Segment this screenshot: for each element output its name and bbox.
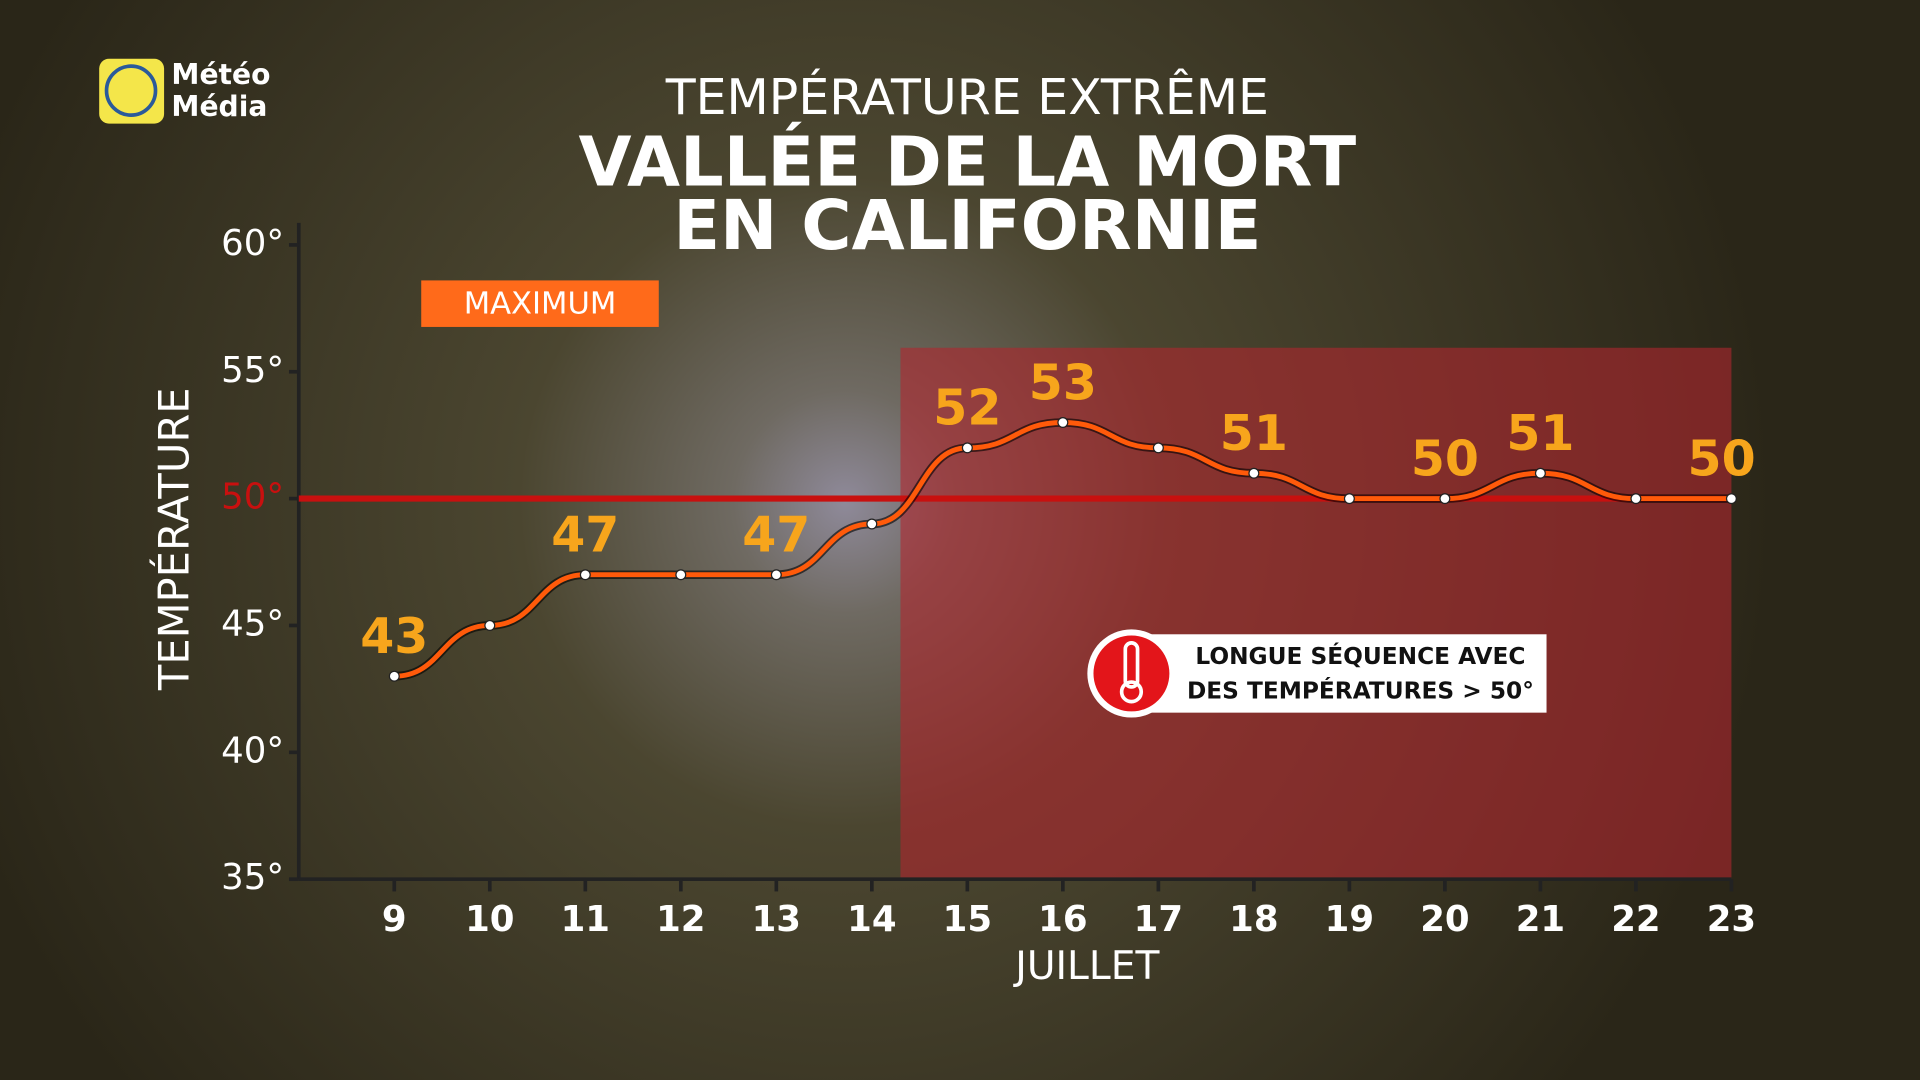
annotation-icon: [1093, 635, 1170, 712]
chart-subtitle: VALLÉE DE LA MORT: [579, 121, 1357, 203]
data-label: 50: [1411, 430, 1479, 487]
point: [770, 569, 782, 581]
logo: Météo Média: [99, 58, 270, 124]
data-label: 47: [742, 506, 810, 563]
point: [1534, 467, 1546, 479]
x-tick-label: 13: [752, 899, 801, 940]
x-tick-label: 21: [1516, 899, 1565, 940]
point: [866, 518, 878, 530]
x-tick-label: 17: [1134, 899, 1183, 940]
legend-label: MAXIMUM: [464, 286, 617, 321]
data-label: 47: [551, 506, 619, 563]
point: [961, 442, 973, 454]
x-tick-label: 10: [465, 899, 514, 940]
thermometer: [1123, 641, 1140, 689]
y-tick-label: 45°: [221, 603, 284, 644]
point: [675, 569, 687, 581]
chart-title: TEMPÉRATURE EXTRÊME: [665, 67, 1269, 126]
y-axis-title: TEMPÉRATURE: [150, 387, 199, 691]
point: [1439, 493, 1451, 505]
y-tick-label: 55°: [221, 350, 284, 391]
x-tick-label: 20: [1420, 899, 1469, 940]
y-tick-label: 60°: [221, 223, 284, 264]
y-tick-label: 35°: [221, 857, 284, 898]
point: [1152, 442, 1164, 454]
logo-text: Météo: [171, 58, 270, 91]
logo-globe: [104, 64, 158, 117]
point: [1248, 467, 1260, 479]
point: [484, 619, 496, 631]
x-tick-label: 14: [847, 899, 896, 940]
x-tick-label: 19: [1325, 899, 1374, 940]
logo-text: Média: [171, 90, 267, 123]
annotation-text: LONGUE SÉQUENCE AVEC: [1195, 642, 1525, 670]
point: [1630, 493, 1642, 505]
data-label: 43: [360, 608, 428, 665]
point: [1343, 493, 1355, 505]
legend-box: [421, 280, 659, 327]
annotation-text: DES TEMPÉRATURES > 50°: [1187, 676, 1534, 704]
plot: 35° 40° 45° 50° 55° 60° 9 10 11 12 13 14 15 16 17 18 19 2…: [221, 222, 1756, 940]
x-tick-label: 22: [1611, 899, 1660, 940]
data-label: 51: [1220, 405, 1288, 462]
highlight-region: [900, 347, 1732, 880]
x-tick-label: 16: [1038, 899, 1087, 940]
x-tick-label: 12: [656, 899, 705, 940]
point: [579, 569, 591, 581]
x-tick-label: 9: [382, 899, 407, 940]
x-tick-label: 18: [1229, 899, 1278, 940]
chart-subtitle: EN CALIFORNIE: [673, 186, 1261, 266]
x-tick-label: 11: [561, 899, 610, 940]
y-tick-label: 40°: [221, 730, 284, 771]
y-tick-label: 50°: [221, 477, 284, 518]
data-label: 51: [1506, 405, 1574, 462]
annotation: LONGUE SÉQUENCE AVEC DES TEMPÉRATURES > …: [1087, 629, 1547, 718]
data-label: 52: [933, 380, 1001, 437]
annotation-box: [1132, 634, 1547, 713]
x-tick-label: 15: [943, 899, 992, 940]
point: [1057, 416, 1069, 429]
data-label: 50: [1688, 430, 1756, 487]
x-axis-title: JUILLET: [1012, 944, 1160, 989]
point: [1725, 493, 1737, 505]
point: [388, 670, 400, 682]
data-label: 53: [1029, 354, 1097, 411]
thermometer-bulb: [1119, 680, 1144, 704]
x-tick-label: 23: [1707, 899, 1756, 940]
